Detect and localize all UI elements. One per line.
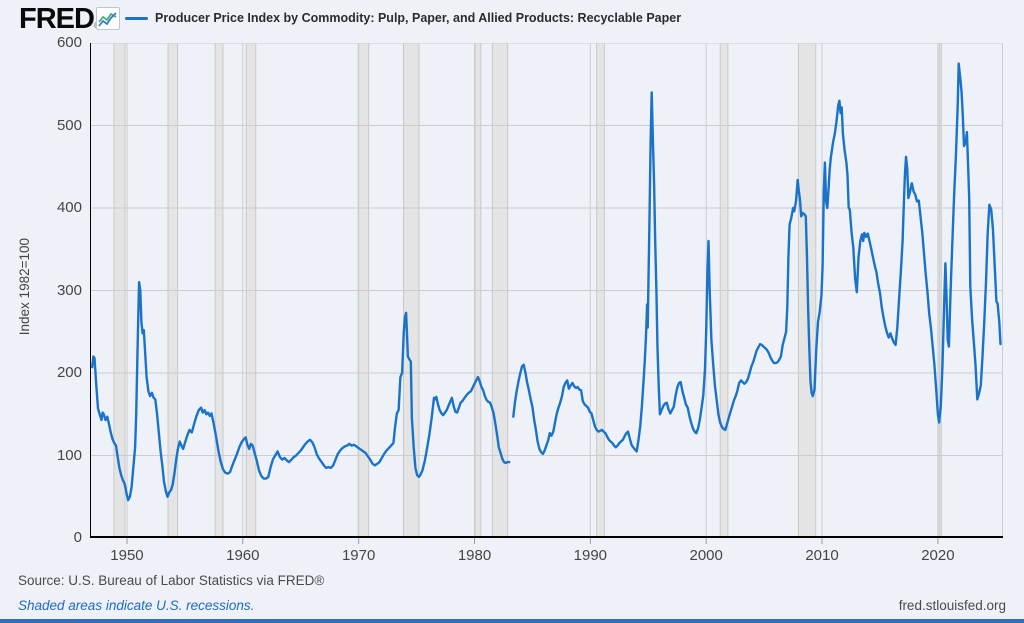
y-axis-title: Index 1982=100 [17, 238, 32, 336]
x-tick-label: 1970 [341, 547, 376, 564]
y-tick-label: 0 [73, 529, 82, 546]
x-tick-label: 2010 [805, 547, 839, 564]
fred-logo-text: FRED [19, 3, 95, 35]
fred-logo[interactable]: FRED® [19, 3, 100, 36]
y-tick-label: 200 [56, 364, 82, 381]
x-tick-label: 1980 [457, 547, 492, 564]
x-tick-label: 1960 [226, 547, 260, 564]
series-title: Producer Price Index by Commodity: Pulp,… [155, 11, 682, 25]
x-tick-label: 1990 [573, 547, 608, 564]
chart-header: FRED® Producer Price Index by Commodity:… [0, 0, 1024, 36]
recession-note-link[interactable]: Shaded areas indicate U.S. recessions. [18, 598, 255, 613]
legend-line-swatch [125, 17, 148, 20]
y-tick-label: 100 [56, 446, 82, 464]
x-tick-label: 2000 [689, 547, 723, 564]
site-link[interactable]: fred.stlouisfed.org [898, 598, 1006, 613]
source-text: Source: U.S. Bureau of Labor Statistics … [18, 573, 325, 588]
y-tick-label: 300 [56, 281, 82, 299]
y-tick-label: 500 [56, 116, 82, 134]
x-tick-label: 1950 [110, 547, 144, 564]
plot-area[interactable] [90, 43, 1003, 546]
bottom-accent-bar [0, 619, 1024, 623]
fred-mini-chart-icon [96, 7, 120, 30]
y-tick-label: 600 [56, 34, 82, 51]
y-tick-label: 400 [56, 199, 82, 216]
x-tick-label: 2020 [921, 547, 955, 564]
